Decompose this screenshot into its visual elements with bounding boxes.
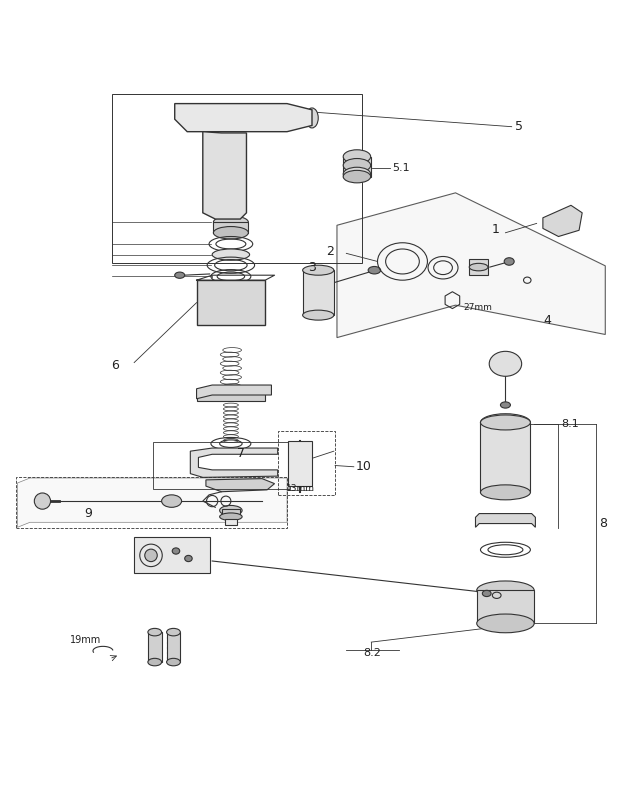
Text: 7: 7	[237, 446, 245, 459]
Bar	[303, 270, 334, 315]
Ellipse shape	[477, 581, 534, 600]
Text: 27mm: 27mm	[463, 303, 492, 312]
Bar	[197, 389, 265, 402]
Bar	[288, 441, 312, 486]
Ellipse shape	[482, 590, 491, 597]
Bar	[480, 422, 530, 492]
Text: 4: 4	[543, 314, 551, 326]
Polygon shape	[197, 385, 271, 398]
Ellipse shape	[469, 263, 488, 271]
Ellipse shape	[504, 258, 514, 266]
Ellipse shape	[303, 266, 334, 275]
Bar	[278, 431, 335, 495]
Ellipse shape	[167, 628, 180, 636]
Text: 3: 3	[308, 262, 316, 274]
Text: 19mm: 19mm	[70, 634, 101, 645]
Bar	[343, 157, 371, 177]
Ellipse shape	[185, 555, 192, 562]
Bar	[469, 259, 488, 275]
Bar	[222, 509, 240, 517]
Ellipse shape	[212, 249, 250, 260]
Text: 1: 1	[491, 223, 499, 236]
Bar	[112, 94, 362, 262]
Ellipse shape	[148, 628, 162, 636]
Polygon shape	[543, 206, 582, 237]
Bar	[477, 590, 534, 623]
Text: 8.2: 8.2	[364, 648, 381, 658]
Ellipse shape	[489, 351, 522, 376]
Ellipse shape	[480, 485, 530, 500]
Polygon shape	[190, 448, 278, 478]
Bar	[148, 632, 162, 662]
Text: 5.1: 5.1	[392, 163, 409, 173]
Polygon shape	[203, 132, 246, 219]
Text: 8: 8	[599, 517, 607, 530]
Ellipse shape	[162, 495, 182, 507]
Polygon shape	[175, 104, 312, 132]
Ellipse shape	[172, 548, 180, 554]
Ellipse shape	[220, 506, 242, 515]
Text: 2: 2	[326, 245, 334, 258]
Text: 13mm: 13mm	[286, 484, 314, 493]
Ellipse shape	[213, 226, 248, 239]
Ellipse shape	[148, 658, 162, 666]
Polygon shape	[475, 514, 535, 527]
Ellipse shape	[343, 167, 371, 181]
Ellipse shape	[145, 549, 157, 562]
Text: 5: 5	[515, 120, 523, 133]
Ellipse shape	[490, 417, 521, 428]
Polygon shape	[17, 478, 287, 527]
Bar	[153, 442, 290, 489]
Polygon shape	[206, 478, 275, 492]
Ellipse shape	[167, 658, 180, 666]
Ellipse shape	[175, 272, 185, 278]
Ellipse shape	[34, 493, 51, 509]
Bar	[197, 280, 265, 325]
Ellipse shape	[306, 108, 318, 128]
Ellipse shape	[343, 170, 371, 183]
Ellipse shape	[368, 266, 381, 274]
Ellipse shape	[480, 415, 530, 430]
Ellipse shape	[220, 513, 242, 521]
Bar	[16, 477, 287, 528]
Ellipse shape	[213, 216, 248, 229]
Ellipse shape	[303, 310, 334, 320]
Bar	[167, 632, 180, 662]
Ellipse shape	[343, 158, 371, 172]
Ellipse shape	[343, 150, 371, 163]
Text: 8.1: 8.1	[562, 418, 579, 429]
Text: 9: 9	[84, 507, 92, 520]
Bar	[552, 215, 570, 228]
Text: 10: 10	[356, 460, 371, 474]
Bar	[134, 538, 210, 574]
Polygon shape	[337, 193, 605, 338]
Bar	[225, 518, 237, 525]
Ellipse shape	[480, 414, 530, 431]
Ellipse shape	[477, 614, 534, 633]
Bar	[213, 222, 248, 233]
Text: 6: 6	[110, 359, 119, 372]
Ellipse shape	[500, 402, 510, 408]
